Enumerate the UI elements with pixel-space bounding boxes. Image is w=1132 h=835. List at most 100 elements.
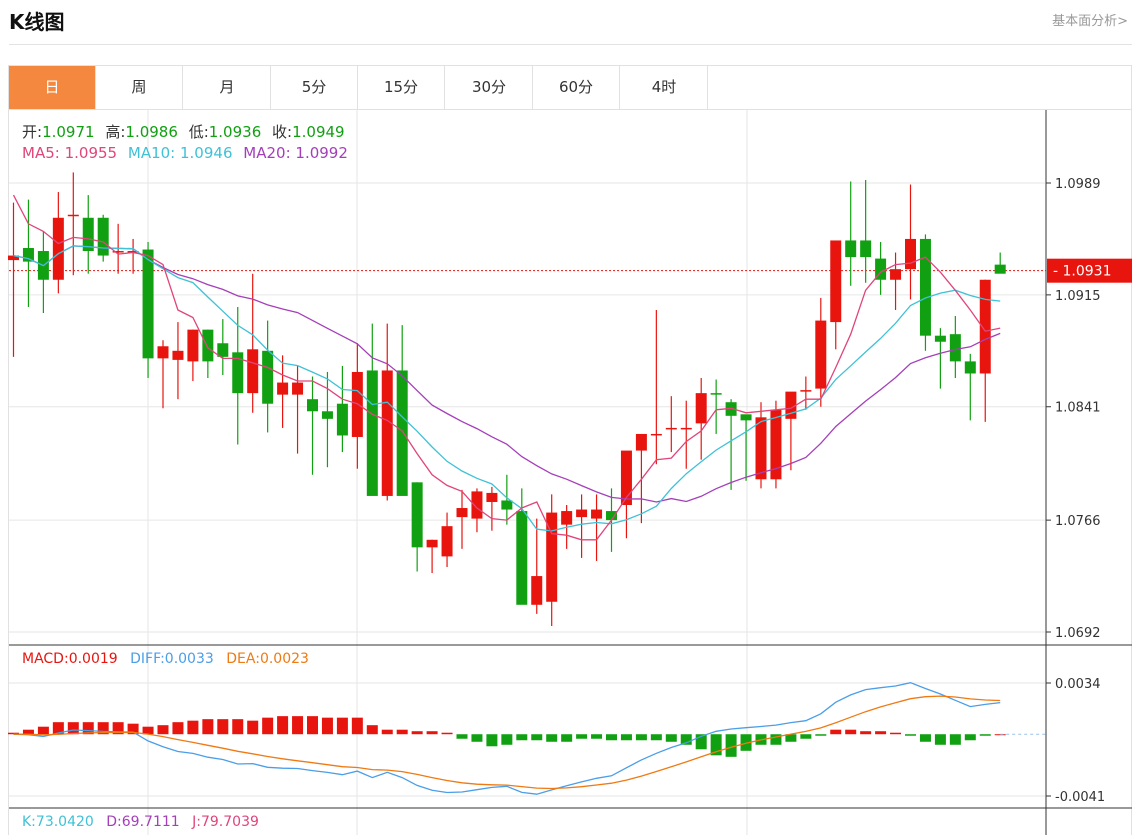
page-title: K线图 <box>9 10 65 34</box>
candle-body <box>516 511 528 605</box>
diff-label: DIFF: <box>130 651 165 667</box>
candle-body <box>292 382 304 395</box>
title-divider <box>9 44 1132 45</box>
macd-bar <box>620 734 632 741</box>
macd-bar <box>127 723 139 735</box>
candle-body <box>52 217 64 280</box>
macd-bar <box>441 732 453 735</box>
candle-body <box>591 509 603 519</box>
candle-body <box>411 482 423 548</box>
tab-day[interactable]: 日 <box>9 66 96 109</box>
candle-body <box>471 491 483 519</box>
candle-body <box>381 370 393 496</box>
tab-60min[interactable]: 60分 <box>533 66 620 109</box>
candle-body <box>905 238 916 270</box>
tab-4hour[interactable]: 4时 <box>621 66 708 109</box>
macd-bar <box>336 717 348 735</box>
open-value: 1.0971 <box>42 123 95 141</box>
macd-bar <box>561 734 573 742</box>
candle-body <box>725 402 737 416</box>
macd-y-tick-label: 0.0034 <box>1055 677 1101 692</box>
tab-month[interactable]: 月 <box>184 66 271 109</box>
current-price-tag <box>1047 258 1132 283</box>
y-tick-label: 1.0692 <box>1055 626 1101 641</box>
candle-body <box>665 427 677 430</box>
tab-5min[interactable]: 5分 <box>271 66 358 109</box>
candle-body <box>172 350 184 360</box>
candle-body <box>695 393 707 424</box>
macd-bar <box>82 722 94 735</box>
candle-body <box>979 279 991 374</box>
macd-bar <box>949 734 961 745</box>
macd-bar <box>860 731 872 735</box>
ma5-line <box>12 194 1001 541</box>
y-tick-label: 1.0766 <box>1055 514 1101 529</box>
macd-bar <box>202 719 214 735</box>
tab-30min[interactable]: 30分 <box>446 66 533 109</box>
candle-body <box>875 258 887 280</box>
macd-bar <box>546 734 558 742</box>
macd-y-tick-label: -0.0041 <box>1055 790 1105 805</box>
candle-body <box>456 508 468 518</box>
candle-body <box>934 335 946 342</box>
candle-body <box>994 264 1006 274</box>
macd-bar <box>471 734 483 742</box>
candle-body <box>426 539 438 548</box>
close-value: 1.0949 <box>292 123 345 141</box>
tab-week[interactable]: 周 <box>96 66 183 109</box>
macd-bar <box>426 731 438 735</box>
candle-body <box>202 329 214 362</box>
macd-bar <box>830 729 842 735</box>
candle-body <box>635 433 647 451</box>
candle-body <box>561 511 573 525</box>
candle-body <box>127 251 139 253</box>
macd-bar <box>292 716 304 735</box>
high-value: 1.0986 <box>125 123 178 141</box>
macd-bar <box>396 729 408 735</box>
ma5-value: 1.0955 <box>64 144 118 162</box>
macd-bar <box>486 734 498 747</box>
candle-body <box>441 526 453 557</box>
macd-bar <box>22 729 34 735</box>
dea-value: 0.0023 <box>259 651 309 667</box>
macd-bar <box>845 729 857 735</box>
candle-body <box>247 349 259 394</box>
candle-body <box>187 329 199 362</box>
ma20-label: MA20: <box>243 144 291 162</box>
current-price-label: - 1.0931 <box>1053 264 1112 280</box>
macd-bar <box>800 734 812 739</box>
candle-body <box>277 382 289 395</box>
candle-body <box>815 320 827 389</box>
dea-line <box>13 695 1001 790</box>
diff-line <box>13 682 1001 795</box>
macd-bar <box>576 734 588 739</box>
candle-body <box>785 391 797 419</box>
macd-bar <box>785 734 797 742</box>
dea-label: DEA: <box>226 651 260 667</box>
candle-body <box>8 255 19 261</box>
candle-body <box>890 269 902 280</box>
macd-bar <box>187 720 199 735</box>
macd-bar <box>501 734 513 745</box>
macd-bar <box>695 734 707 750</box>
macd-bar <box>680 734 692 745</box>
candle-body <box>112 251 124 253</box>
candle-body <box>800 390 812 392</box>
macd-bar <box>307 716 318 735</box>
fundamental-analysis-link[interactable]: 基本面分析> <box>1052 14 1128 29</box>
macd-bar <box>964 734 976 741</box>
tab-15min[interactable]: 15分 <box>358 66 445 109</box>
k-label: K: <box>22 814 36 830</box>
macd-bar <box>650 734 662 741</box>
j-label: J: <box>192 814 201 830</box>
candle-body <box>949 334 961 362</box>
d-label: D: <box>106 814 122 830</box>
candle-body <box>964 361 976 374</box>
low-value: 1.0936 <box>208 123 262 141</box>
macd-bar <box>890 732 902 735</box>
candle-body <box>770 409 782 480</box>
macd-bar <box>157 725 169 735</box>
period-tab-bar: 日 周 月 5分 15分 30分 60分 4时 <box>9 66 1131 110</box>
macd-bar <box>277 716 289 735</box>
